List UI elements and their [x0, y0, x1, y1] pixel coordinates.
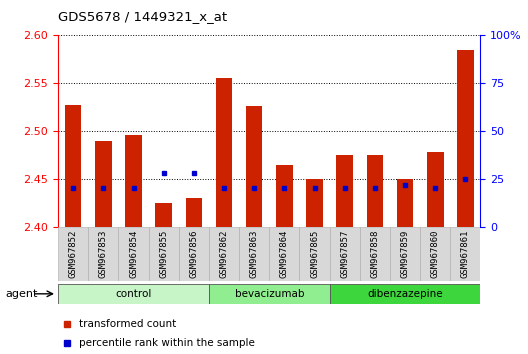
Bar — [269, 227, 299, 281]
Bar — [58, 227, 88, 281]
Bar — [366, 155, 383, 227]
Bar — [179, 227, 209, 281]
Text: GSM967861: GSM967861 — [461, 230, 470, 278]
Bar — [336, 155, 353, 227]
Text: GSM967852: GSM967852 — [69, 230, 78, 278]
Text: percentile rank within the sample: percentile rank within the sample — [79, 338, 255, 348]
Bar — [306, 179, 323, 227]
Bar — [427, 152, 444, 227]
Text: control: control — [115, 289, 152, 299]
Bar — [65, 105, 81, 227]
Bar — [329, 284, 480, 304]
Text: GSM967859: GSM967859 — [401, 230, 410, 278]
Text: GSM967857: GSM967857 — [340, 230, 349, 278]
Bar — [239, 227, 269, 281]
Bar — [299, 227, 329, 281]
Text: GSM967865: GSM967865 — [310, 230, 319, 278]
Bar — [58, 284, 209, 304]
Text: bevacizumab: bevacizumab — [234, 289, 304, 299]
Text: GSM967855: GSM967855 — [159, 230, 168, 278]
Bar — [450, 227, 480, 281]
Text: GSM967862: GSM967862 — [220, 230, 229, 278]
Bar — [88, 227, 118, 281]
Bar — [420, 227, 450, 281]
Bar — [216, 78, 232, 227]
Bar — [148, 227, 179, 281]
Bar — [329, 227, 360, 281]
Bar — [95, 141, 111, 227]
Bar — [246, 106, 262, 227]
Text: dibenzazepine: dibenzazepine — [367, 289, 443, 299]
Bar — [397, 179, 413, 227]
Bar — [360, 227, 390, 281]
Text: GSM967864: GSM967864 — [280, 230, 289, 278]
Text: GSM967856: GSM967856 — [190, 230, 199, 278]
Bar — [209, 227, 239, 281]
Text: GSM967858: GSM967858 — [370, 230, 380, 278]
Bar — [276, 165, 293, 227]
Bar — [457, 50, 474, 227]
Text: GSM967853: GSM967853 — [99, 230, 108, 278]
Bar — [155, 203, 172, 227]
Bar — [209, 284, 329, 304]
Bar — [185, 198, 202, 227]
Text: transformed count: transformed count — [79, 319, 176, 329]
Bar — [118, 227, 148, 281]
Text: GSM967863: GSM967863 — [250, 230, 259, 278]
Text: GSM967854: GSM967854 — [129, 230, 138, 278]
Text: GSM967860: GSM967860 — [431, 230, 440, 278]
Bar — [125, 135, 142, 227]
Text: agent: agent — [5, 289, 37, 299]
Bar — [390, 227, 420, 281]
Text: GDS5678 / 1449321_x_at: GDS5678 / 1449321_x_at — [58, 10, 227, 23]
